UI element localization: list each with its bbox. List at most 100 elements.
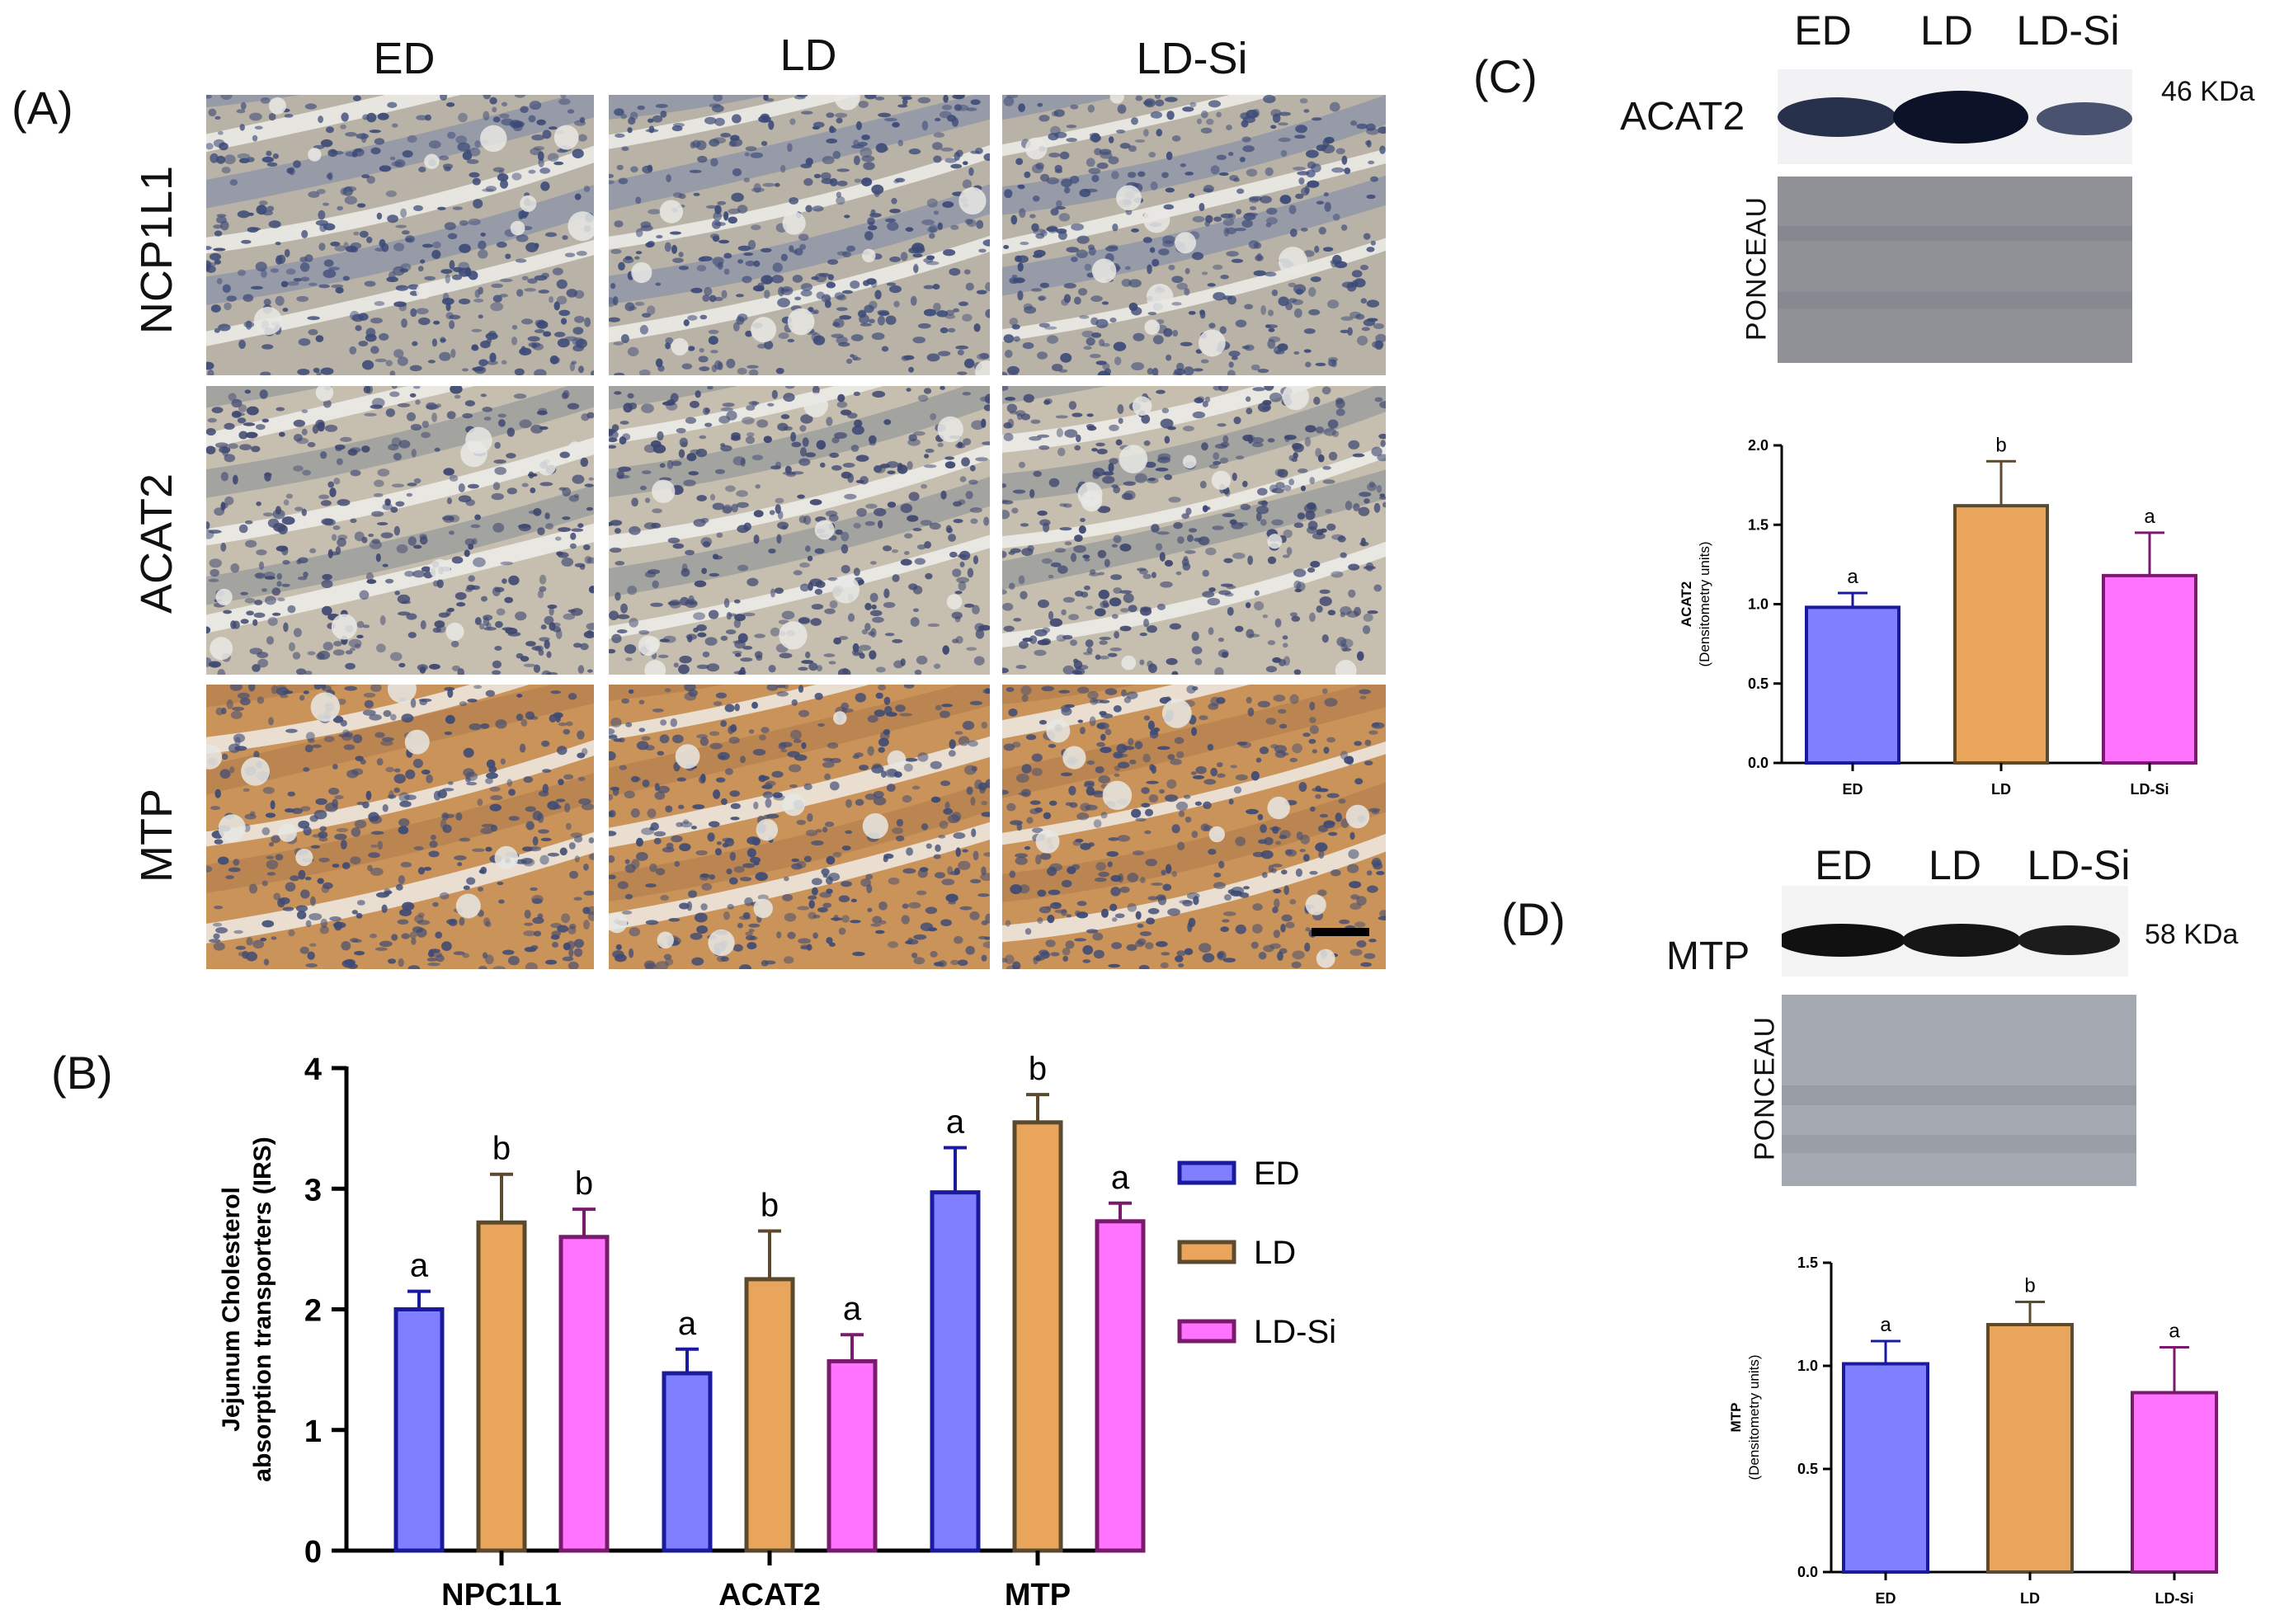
- micrograph-mtp-ed: [206, 685, 594, 969]
- blot-c-band-ld: [1893, 91, 2028, 144]
- micrograph-row-npc1l1: NCP1L1: [132, 165, 181, 335]
- chart-c-ytick-label: 2.0: [1748, 437, 1769, 454]
- chart-d-bar-ld: [1986, 1323, 2074, 1574]
- blot-c-ponceau-stain: [1778, 177, 2132, 363]
- blot-c-kda: 46 KDa: [2161, 76, 2255, 107]
- chart-b-legend-swatch: [1177, 1319, 1236, 1344]
- blot-c-band-strip: [1778, 69, 2132, 164]
- chart-b-sig-letter: a: [946, 1104, 965, 1141]
- chart-d-sig-letter: b: [2024, 1275, 2035, 1297]
- chart-d-ytick-label: 1.0: [1797, 1358, 1818, 1374]
- blot-d-ponceau-label: PONCEAU: [1749, 1015, 1781, 1161]
- chart-b-legend-label: LD: [1254, 1235, 1296, 1271]
- blot-d-kda: 58 KDa: [2145, 919, 2239, 950]
- chart-b-legend-swatch: [1177, 1240, 1236, 1264]
- micrograph-mtp-ld: [609, 685, 990, 969]
- blot-d-lane-ed: ED: [1815, 842, 1872, 888]
- chart-b-bar-npc1l1-ed: [393, 1307, 445, 1553]
- chart-d-bar-ld-si: [2131, 1391, 2218, 1574]
- chart-c-xtick-label: LD: [1991, 781, 2011, 798]
- micrograph-column-ld: LD: [779, 31, 837, 80]
- chart-c-bar-ld-si: [2102, 573, 2197, 765]
- chart-c-ytick-label: 0.5: [1748, 675, 1769, 692]
- blot-d-lane-ld: LD: [1929, 842, 1981, 888]
- chart-d-bar-ed: [1842, 1362, 1929, 1574]
- chart-c-bar-ld: [1953, 504, 2049, 765]
- chart-b-sig-letter: a: [1111, 1160, 1130, 1196]
- chart-b-bar-mtp-ld-si: [1095, 1219, 1146, 1553]
- chart-c-ytick-label: 1.5: [1748, 516, 1769, 533]
- blot-d-band-ldsi: [2018, 925, 2120, 955]
- chart-b-sig-letter: a: [410, 1248, 429, 1284]
- micrograph-ncp1l1-ed: [206, 95, 594, 375]
- micrograph-mtp-ld-si: [1002, 685, 1386, 969]
- chart-c-ytick-label: 0.0: [1748, 755, 1769, 771]
- blot-d-ponceau-stain: [1782, 995, 2136, 1186]
- chart-b-bar-npc1l1-ld-si: [558, 1235, 610, 1553]
- scale-bar: [1312, 928, 1369, 936]
- chart-c-xtick-label: ED: [1842, 781, 1863, 798]
- chart-c-bar-ed: [1805, 605, 1900, 765]
- chart-d-ylabel: MTP (Densitometry units): [1728, 1354, 1762, 1480]
- chart-d-xtick-label: ED: [1875, 1590, 1896, 1607]
- panel-label-a: (A): [12, 82, 73, 134]
- chart-d: 0.0 0.5 1.0 1.5 MTP (Densitometry units) a ED b L…: [1728, 1254, 2218, 1607]
- chart-b-xtick-label: ACAT2: [718, 1578, 821, 1612]
- blot-c-protein-label: ACAT2: [1620, 95, 1745, 139]
- chart-b-bar-acat2-ld-si: [827, 1358, 878, 1553]
- blot-d-band-ed: [1782, 924, 1905, 957]
- chart-c-sig-letter: b: [1995, 437, 2006, 456]
- chart-b-ylabel: Jejunum Cholesterol absorption transporte…: [218, 1137, 276, 1481]
- chart-b-legend-label: ED: [1254, 1156, 1300, 1192]
- chart-b-bar-npc1l1-ld: [476, 1220, 527, 1553]
- blot-c-ponceau-label: PONCEAU: [1740, 195, 1773, 341]
- chart-d-sig-letter: a: [1880, 1314, 1891, 1336]
- chart-b-sig-letter: a: [678, 1306, 697, 1342]
- chart-d-xtick-label: LD: [2020, 1590, 2040, 1607]
- blot-d-band-ld: [1902, 924, 2021, 957]
- micrograph-column-ed: ED: [373, 34, 436, 83]
- micrograph-acat2-ed: [206, 386, 594, 675]
- blot-c-band-ldsi: [2037, 102, 2132, 135]
- chart-c-ylabel: ACAT2 (Densitometry units): [1679, 541, 1712, 666]
- chart-d-ytick-label: 0.0: [1797, 1564, 1818, 1580]
- micrograph-ncp1l1-ld: [609, 95, 990, 375]
- chart-c-sig-letter: a: [1847, 566, 1858, 588]
- chart-c: 0.0 0.5 1.0 1.5 2.0 ACAT2 (Densitometry units)…: [1679, 437, 2197, 798]
- micrograph-column-ldsi: LD-Si: [1136, 34, 1248, 83]
- chart-b-bar-mtp-ed: [930, 1190, 981, 1553]
- micrograph-ncp1l1-ld-si: [1002, 95, 1386, 375]
- chart-b-sig-letter: b: [761, 1187, 779, 1223]
- blot-d-lane-ldsi: LD-Si: [2027, 842, 2131, 888]
- blot-c-lane-ed: ED: [1794, 7, 1852, 54]
- micrograph-acat2-ld: [609, 386, 990, 675]
- chart-d-sig-letter: a: [2169, 1320, 2180, 1343]
- chart-b-legend-label: LD-Si: [1254, 1314, 1336, 1350]
- micrograph-acat2-ld-si: [1002, 386, 1386, 675]
- chart-d-ytick-label: 1.5: [1797, 1254, 1818, 1271]
- chart-b-ytick-label: 2: [304, 1294, 322, 1329]
- chart-b-sig-letter: a: [843, 1291, 862, 1327]
- chart-d-xtick-label: LD-Si: [2155, 1590, 2194, 1607]
- blot-d-protein-label: MTP: [1666, 934, 1750, 978]
- chart-c-ytick-label: 1.0: [1748, 596, 1769, 613]
- chart-b-legend-swatch: [1177, 1160, 1236, 1185]
- chart-b-sig-letter: b: [1029, 1051, 1047, 1087]
- micrograph-row-mtp: MTP: [132, 788, 181, 883]
- micrograph-row-acat2: ACAT2: [132, 473, 181, 614]
- chart-b-sig-letter: b: [575, 1165, 593, 1202]
- panel-label-b: (B): [51, 1047, 113, 1099]
- chart-b-ytick-label: 4: [304, 1052, 322, 1087]
- chart-b-bar-acat2-ld: [744, 1277, 795, 1553]
- blot-c-lane-ld: LD: [1920, 7, 1973, 54]
- panel-label-c: (C): [1473, 50, 1538, 102]
- chart-b-ytick-label: 1: [304, 1415, 322, 1449]
- panel-label-d: (D): [1501, 893, 1566, 945]
- chart-d-ytick-label: 0.5: [1797, 1461, 1818, 1477]
- chart-b-bar-acat2-ed: [662, 1371, 713, 1553]
- chart-c-xtick-label: LD-Si: [2131, 781, 2169, 798]
- chart-b-sig-letter: b: [492, 1131, 511, 1167]
- chart-c-sig-letter: a: [2144, 506, 2155, 528]
- chart-b: 0 1 2 3 4 Jejunum Cholesterol absorption trans…: [218, 1051, 1336, 1612]
- chart-b-xtick-label: NPC1L1: [441, 1578, 562, 1612]
